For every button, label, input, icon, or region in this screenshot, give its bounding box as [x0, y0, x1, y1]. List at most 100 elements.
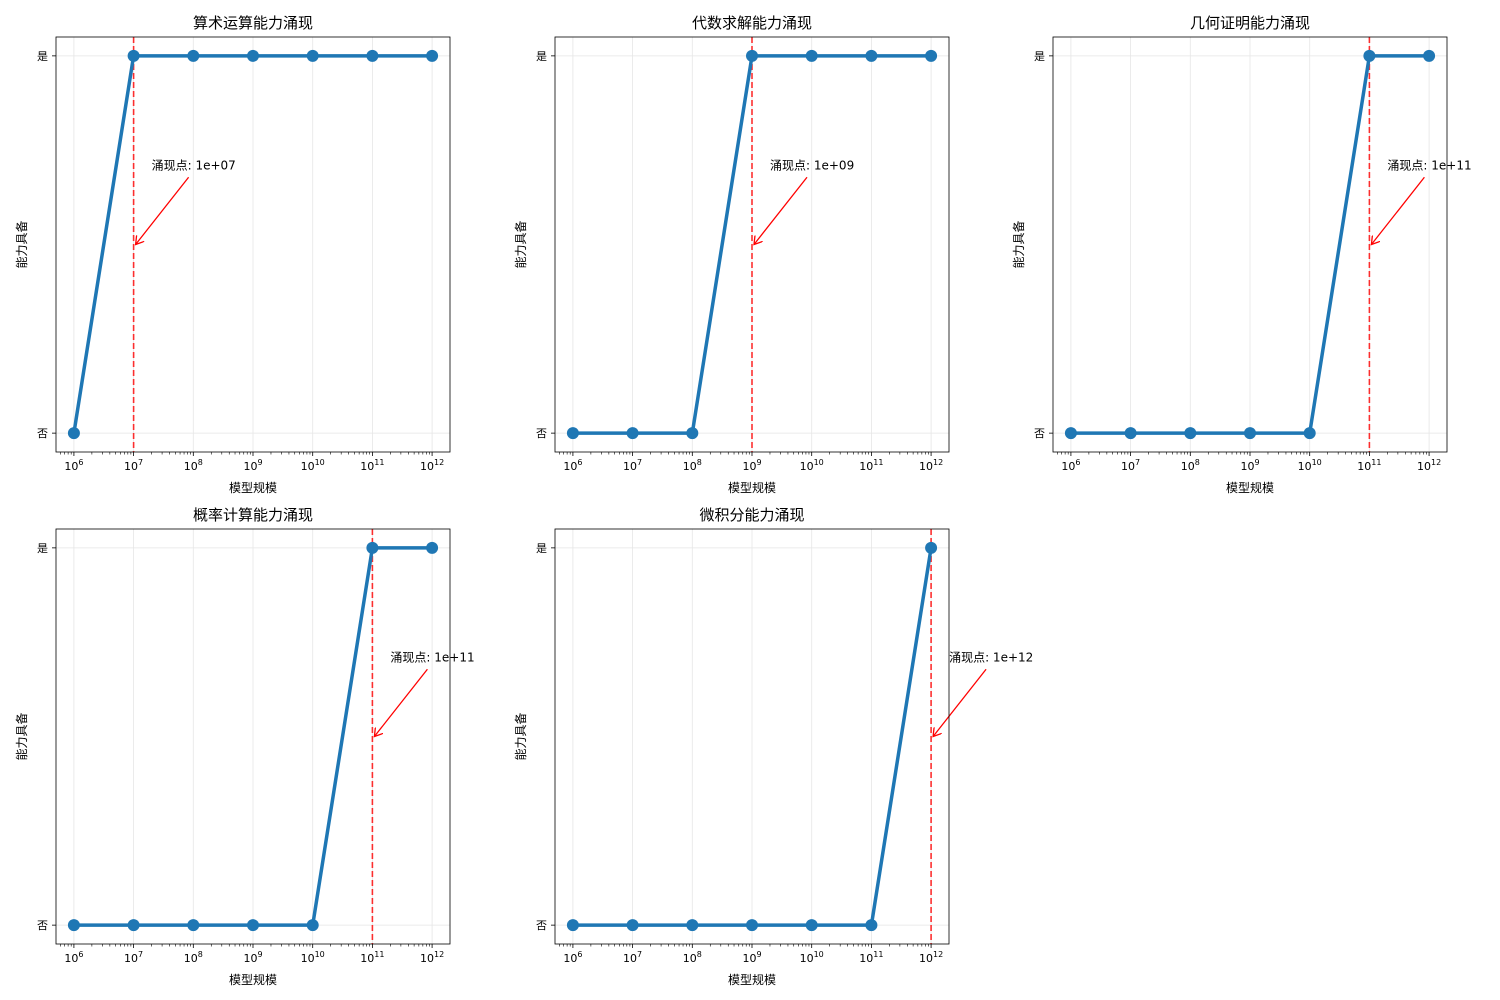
x-tick-label-1: 107	[1121, 458, 1140, 473]
data-point-4	[306, 49, 319, 62]
x-tick-label-0: 106	[64, 950, 83, 965]
x-tick-label-3: 109	[742, 458, 761, 473]
x-tick-label-6: 1012	[919, 950, 943, 965]
data-point-2	[187, 49, 200, 62]
y-axis-label: 能力具备	[15, 220, 29, 268]
x-tick-label-0: 106	[1061, 458, 1080, 473]
data-point-5	[366, 49, 379, 62]
annotation-text: 涌现点: 1e+12	[949, 650, 1033, 664]
data-point-4	[805, 919, 818, 932]
annotation-arrow	[933, 668, 987, 736]
y-axis-label: 能力具备	[514, 220, 528, 268]
x-axis-label: 模型规模	[728, 972, 776, 987]
chart-panel-2: 涌现点: 1e+09 106 107 108 109 1010 1011 1012 否 是 代数求解…	[514, 14, 950, 495]
chart-title: 几何证明能力涌现	[1190, 14, 1310, 32]
x-tick-label-4: 1010	[1298, 458, 1322, 473]
data-point-4	[306, 919, 319, 932]
data-point-6	[925, 49, 938, 62]
y-axis-label: 能力具备	[1012, 220, 1026, 268]
x-tick-label-2: 108	[683, 458, 702, 473]
data-point-5	[865, 49, 878, 62]
y-axis-label: 能力具备	[514, 712, 528, 760]
data-point-3	[247, 919, 259, 932]
y-tick-label-1: 是	[37, 542, 48, 555]
y-tick-label-0: 否	[1034, 427, 1045, 440]
x-tick-label-2: 108	[184, 950, 203, 965]
chart-panel-5: 涌现点: 1e+12 106 107 108 109 1010 1011 1012 否 是 微积分能…	[514, 506, 1033, 987]
data-point-2	[1184, 427, 1197, 440]
x-tick-label-2: 108	[184, 458, 203, 473]
data-point-6	[426, 49, 439, 62]
data-point-3	[1244, 427, 1256, 440]
x-tick-label-0: 106	[64, 458, 83, 473]
x-tick-label-6: 1012	[919, 458, 943, 473]
x-tick-label-4: 1010	[800, 950, 824, 965]
chart-title: 微积分能力涌现	[699, 506, 804, 524]
data-point-1	[626, 919, 639, 932]
data-point-0	[566, 427, 579, 440]
chart-panel-3: 涌现点: 1e+11 106 107 108 109 1010 1011 1012 否 是 几何证明…	[1012, 14, 1472, 495]
annotation-arrow	[754, 176, 808, 244]
x-tick-label-6: 1012	[1417, 458, 1441, 473]
data-point-4	[805, 49, 818, 62]
chart-panel-1: 涌现点: 1e+07 106 107 108 109 1010 1011 1012 否 是 算术运算…	[15, 14, 451, 495]
data-point-5	[366, 541, 379, 554]
data-point-3	[746, 919, 758, 932]
data-point-5	[1363, 49, 1376, 62]
x-tick-label-0: 106	[563, 458, 582, 473]
data-point-5	[865, 919, 878, 932]
x-tick-label-1: 107	[623, 950, 642, 965]
x-tick-label-6: 1012	[420, 458, 444, 473]
data-point-2	[187, 919, 200, 932]
data-point-6	[426, 541, 439, 554]
x-tick-label-4: 1010	[301, 458, 325, 473]
y-tick-label-0: 否	[37, 427, 48, 440]
annotation-text: 涌现点: 1e+11	[1387, 158, 1471, 172]
data-point-3	[247, 49, 259, 62]
chart-panel-4: 涌现点: 1e+11 106 107 108 109 1010 1011 1012 否 是 概率计算…	[15, 506, 475, 987]
x-tick-label-5: 1011	[859, 950, 883, 965]
annotation-arrow	[136, 176, 190, 244]
chart-title: 概率计算能力涌现	[193, 506, 313, 524]
x-tick-label-6: 1012	[420, 950, 444, 965]
x-tick-label-2: 108	[1181, 458, 1200, 473]
data-point-1	[1124, 427, 1137, 440]
x-tick-label-1: 107	[124, 950, 143, 965]
x-tick-label-3: 109	[243, 458, 262, 473]
data-point-1	[127, 919, 140, 932]
data-point-3	[746, 49, 758, 62]
y-tick-label-0: 否	[536, 427, 547, 440]
annotation-arrow	[1371, 176, 1425, 244]
data-point-2	[686, 427, 699, 440]
chart-title: 代数求解能力涌现	[692, 14, 812, 32]
x-tick-label-3: 109	[1240, 458, 1259, 473]
annotation-text: 涌现点: 1e+09	[770, 158, 854, 172]
x-axis-label: 模型规模	[728, 480, 776, 495]
y-tick-label-1: 是	[536, 542, 547, 555]
y-axis-label: 能力具备	[15, 712, 29, 760]
x-tick-label-1: 107	[623, 458, 642, 473]
x-axis-label: 模型规模	[229, 972, 277, 987]
data-point-6	[1423, 49, 1436, 62]
x-tick-label-1: 107	[124, 458, 143, 473]
y-tick-label-1: 是	[1034, 50, 1045, 63]
x-tick-label-3: 109	[243, 950, 262, 965]
data-point-0	[566, 919, 579, 932]
data-point-0	[67, 919, 80, 932]
annotation-arrow	[374, 668, 428, 736]
data-point-0	[1064, 427, 1077, 440]
data-point-1	[626, 427, 639, 440]
y-tick-label-0: 否	[37, 919, 48, 932]
x-tick-label-0: 106	[563, 950, 582, 965]
x-tick-label-5: 1011	[360, 458, 384, 473]
x-tick-label-2: 108	[683, 950, 702, 965]
x-tick-label-5: 1011	[1357, 458, 1381, 473]
y-tick-label-1: 是	[37, 50, 48, 63]
x-tick-label-5: 1011	[360, 950, 384, 965]
x-tick-label-4: 1010	[800, 458, 824, 473]
y-tick-label-0: 否	[536, 919, 547, 932]
annotation-text: 涌现点: 1e+11	[390, 650, 474, 664]
data-point-1	[127, 49, 140, 62]
data-point-2	[686, 919, 699, 932]
